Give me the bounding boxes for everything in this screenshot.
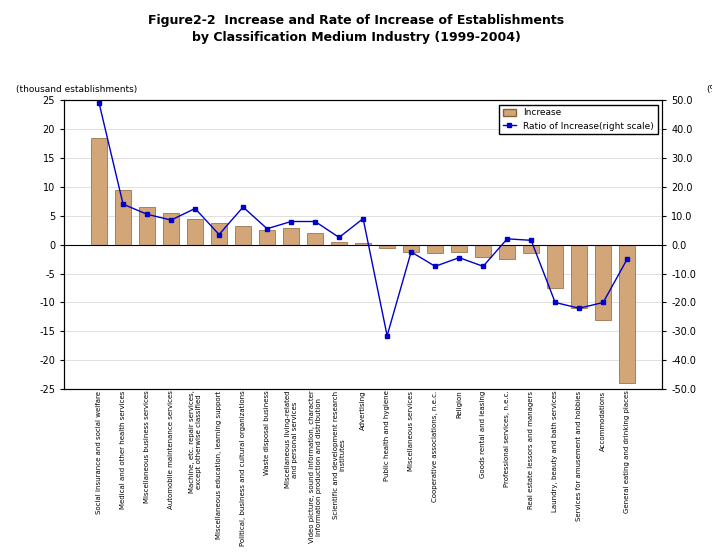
Bar [163,213,179,245]
Text: Figure2-2  Increase and Rate of Increase of Establishments: Figure2-2 Increase and Rate of Increase … [148,14,564,27]
Bar [571,245,587,308]
Bar [259,230,275,245]
Bar [331,242,347,245]
Legend: Increase, Ratio of Increase(right scale): Increase, Ratio of Increase(right scale) [499,105,658,135]
Bar [403,245,419,251]
Bar [140,207,155,245]
Text: by Classification Medium Industry (1999-2004): by Classification Medium Industry (1999-… [192,31,520,43]
Bar [355,243,371,245]
Bar [379,245,395,247]
Bar [619,245,635,384]
Bar [595,245,611,320]
Bar [451,245,467,251]
Bar [548,245,563,288]
Bar [523,245,539,254]
Text: (%): (%) [706,85,712,95]
Bar [283,229,299,245]
Bar [91,138,107,245]
Bar [187,219,203,245]
Text: (thousand establishments): (thousand establishments) [16,85,137,95]
Bar [308,233,323,245]
Bar [115,190,131,245]
Bar [235,226,251,245]
Bar [427,245,443,254]
Bar [476,245,491,257]
Bar [211,222,227,245]
Bar [499,245,515,259]
